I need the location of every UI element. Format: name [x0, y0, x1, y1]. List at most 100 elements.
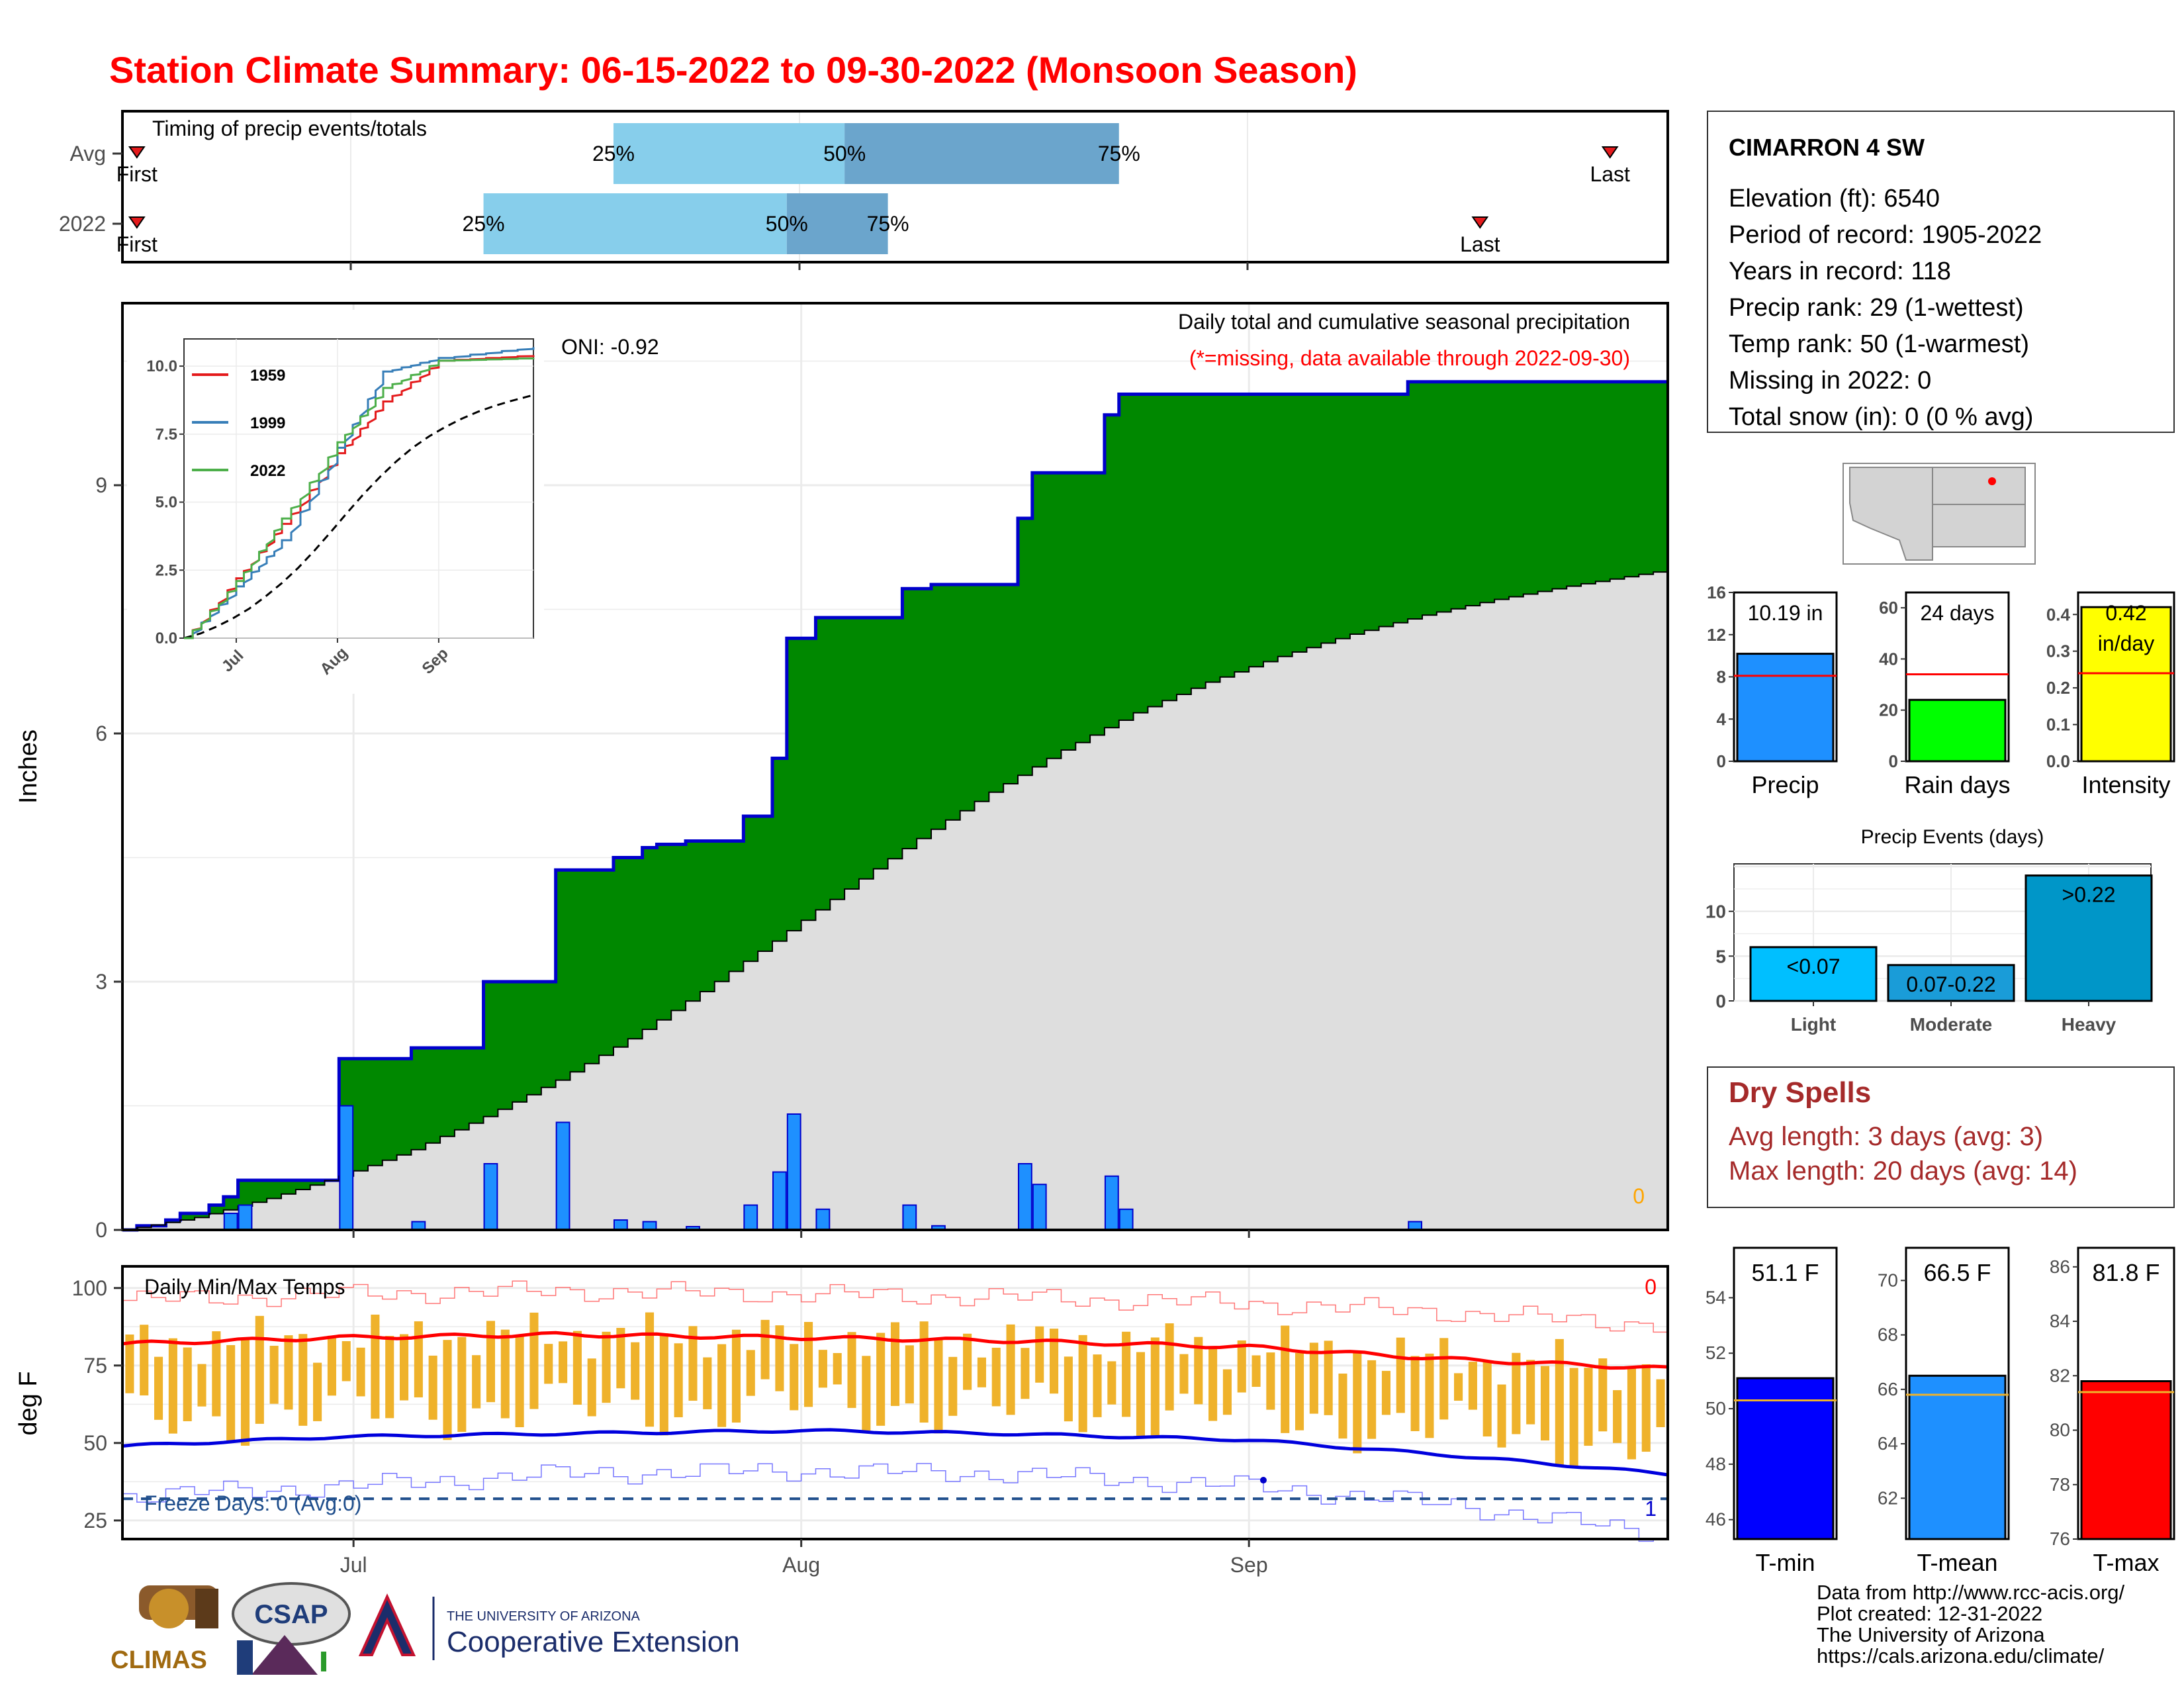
daily-temp-bar: [1497, 1384, 1506, 1448]
climas-logo-sun: [149, 1589, 189, 1628]
daily-temp-bar: [371, 1314, 380, 1419]
daily-temp-bar: [168, 1338, 177, 1434]
daily-temp-bar: [1266, 1352, 1275, 1410]
daily-temp-bar: [616, 1327, 625, 1389]
temp-axes: 25 50 75 100 Jul Aug Sep: [72, 1276, 1268, 1577]
daily-temp-bar: [1194, 1336, 1203, 1405]
mini-bar-tick-label: 62: [1878, 1487, 1898, 1508]
temp-min-record-count: 1: [1645, 1497, 1657, 1521]
daily-temp-bar: [1512, 1352, 1521, 1434]
daily-precip-bar: [339, 1105, 354, 1231]
mini-bar-tick-label: 4: [1717, 709, 1727, 729]
ua-logo-big-text: Cooperative Extension: [447, 1626, 740, 1658]
temp-y-tick-label: 25: [83, 1509, 107, 1532]
daily-temp-bar: [313, 1362, 322, 1421]
mini-bar-chart-intensity: 0.0 0.1 0.2 0.3 0.4 Intensity 0.42 in/day: [2046, 591, 2175, 798]
mini-bar-tick-label: 66: [1878, 1379, 1898, 1399]
events-bar-heavy: [2025, 874, 2153, 1002]
mini-bar-xlabel: Precip: [1751, 771, 1819, 798]
dry-spells-box: Dry Spells Avg length: 3 days (avg: 3) M…: [1707, 1066, 2175, 1208]
daily-temp-bar: [1569, 1368, 1578, 1468]
daily-temp-bar: [1021, 1348, 1030, 1399]
climas-logo: CLIMAS: [111, 1585, 218, 1674]
timing-second-half-bar: [786, 193, 888, 254]
timing-last-label: Last: [1590, 162, 1630, 186]
mini-bar-tick-label: 20: [1879, 700, 1898, 720]
events-bar-light: [1749, 946, 1878, 1002]
daily-temp-bar: [327, 1335, 336, 1396]
daily-temp-bar: [1179, 1354, 1189, 1394]
daily-temp-bar: [790, 1344, 799, 1411]
mini-bar-tick-label: 78: [2050, 1474, 2070, 1495]
daily-temp-bar: [688, 1326, 698, 1401]
inset-y-tick-label: 7.5: [156, 426, 177, 444]
temp-x-tick-label: Jul: [340, 1553, 367, 1577]
daily-temp-bar: [746, 1350, 755, 1396]
mini-bar-value: [1908, 1374, 2007, 1540]
timing-last-label: Last: [1460, 232, 1500, 256]
timing-first-half-bar: [483, 193, 787, 254]
daily-temp-bar: [240, 1340, 250, 1446]
daily-temp-bar: [284, 1335, 293, 1410]
timing-row-label: Avg: [69, 142, 106, 165]
precip-y-axis-label: Inches: [15, 729, 42, 804]
station-detail-line: Precip rank: 29 (1-wettest): [1729, 294, 2024, 322]
daily-temp-bar: [1251, 1355, 1261, 1387]
temp-bar-chart-t-max: 76 78 80 82 84 86 T-max 81.8 F: [2050, 1246, 2175, 1576]
daily-temp-bar: [269, 1346, 279, 1404]
daily-temp-bar: [847, 1332, 856, 1408]
daily-temp-bar: [818, 1350, 827, 1388]
timing-rows: Avg 25% 50% 75% First Last 2022 25% 50% 75% First L…: [59, 123, 1630, 256]
inset-frame: [183, 338, 534, 639]
mini-bar-tick-label: 80: [2050, 1420, 2070, 1440]
daily-temp-bar: [298, 1334, 308, 1426]
station-location-marker: [1988, 477, 1996, 485]
precip-panel-subtitle: (*=missing, data available through 2022-…: [1189, 346, 1630, 370]
station-details: Elevation (ft): 6540 Period of record: 19…: [1729, 185, 2042, 431]
daily-temp-bar: [226, 1345, 236, 1441]
timing-first-marker: [128, 216, 146, 229]
events-y-tick-label: 0: [1715, 991, 1726, 1011]
inset-series-line-2022: [184, 357, 535, 639]
daily-temp-bar: [1367, 1360, 1377, 1439]
daily-temp-bar: [1584, 1368, 1593, 1446]
daily-temp-bar: [212, 1331, 221, 1417]
timing-title: Timing of precip events/totals: [152, 117, 427, 140]
precip-events-content: 0 5 10 <0.07 Light 0.07-0.22 Moderate >0.22 Heav…: [1706, 864, 2153, 1035]
dry-spells-max: Max length: 20 days (avg: 14): [1729, 1156, 2077, 1186]
daily-temp-bar: [587, 1358, 596, 1417]
daily-temp-bar: [572, 1331, 582, 1405]
mini-bar-tick-label: 8: [1717, 667, 1726, 687]
mini-bar-tick-label: 70: [1878, 1270, 1898, 1290]
inset-legend-label: 1999: [250, 414, 285, 432]
daily-temp-bar: [399, 1334, 409, 1401]
station-detail-line: Total snow (in): 0 (0 % avg): [1729, 403, 2033, 431]
mini-bar-tick-label: 52: [1706, 1342, 1726, 1363]
daily-temp-bar: [919, 1321, 929, 1423]
daily-temp-bar: [804, 1322, 813, 1407]
daily-precip-bar: [555, 1121, 570, 1231]
daily-precip-bar: [483, 1163, 498, 1231]
precip-axes: 0 3 6 9: [95, 473, 1250, 1242]
temp-bar-chart-t-mean: 62 64 66 68 70 T-mean 66.5 F: [1878, 1246, 2010, 1576]
inset-y-tick-label: 2.5: [156, 561, 177, 579]
daily-temp-bar: [833, 1352, 842, 1385]
mini-bar-tick-label: 0.4: [2046, 604, 2071, 624]
daily-temp-bar: [385, 1336, 394, 1419]
precip-events-chart: Precip Events (days) 0 5 10 <0.07 Light 0.07-…: [1706, 826, 2153, 1035]
daily-temp-bar: [1281, 1325, 1290, 1433]
timing-p75-label: 75%: [867, 212, 909, 236]
daily-precip-bar: [743, 1204, 758, 1231]
daily-precip-bar: [902, 1204, 917, 1231]
precip-y-tick-label: 6: [95, 722, 107, 745]
daily-temp-bar: [559, 1341, 568, 1383]
station-name: CIMARRON 4 SW: [1729, 134, 1925, 161]
daily-temp-bar: [1555, 1338, 1564, 1466]
daily-temp-bar: [775, 1325, 784, 1391]
mini-bar-tick-label: 82: [2050, 1365, 2070, 1385]
daily-temp-bar: [140, 1325, 149, 1396]
inset-legend-label: 1959: [250, 367, 285, 385]
timing-second-half-bar: [844, 123, 1119, 184]
daily-temp-bar: [1540, 1366, 1550, 1441]
mini-bar-value: [1736, 653, 1835, 763]
